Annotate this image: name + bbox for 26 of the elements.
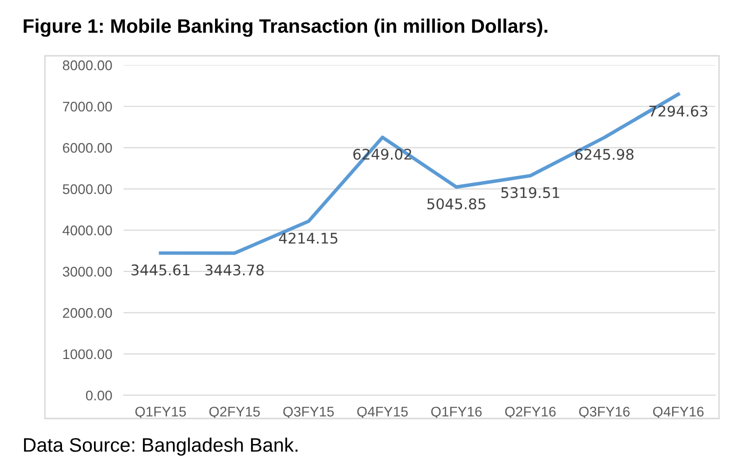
x-tick-label: Q4FY15 [357,406,408,420]
y-tick-label: 6000.00 [62,142,112,153]
source-note: Data Source: Bangladesh Bank. [24,438,298,456]
x-tick-label: Q3FY15 [283,406,334,420]
data-label: 3443.78 [205,264,264,276]
y-tick-label: 3000.00 [62,266,112,277]
data-label: 6245.98 [575,148,634,160]
x-tick-label: Q1FY15 [135,406,186,420]
data-label: 5319.51 [501,187,560,198]
data-label: 5045.85 [427,198,486,210]
x-tick-label: Q1FY16 [431,406,482,420]
x-tick-label: Q3FY16 [579,406,630,420]
data-label: 3445.61 [132,264,190,276]
y-tick-label: 2000.00 [62,308,112,318]
y-tick-label: 7000.00 [62,102,112,112]
x-tick-label: Q2FY16 [505,406,556,420]
x-tick-label: Q4FY16 [653,406,704,420]
y-tick-label: 4000.00 [62,226,112,236]
y-tick-label: 1000.00 [63,349,112,360]
data-label: 4214.15 [279,232,338,244]
y-tick-label: 5000.00 [62,184,112,194]
chart-title: Figure 1: Mobile Banking Transaction (in million Dollars). [24,18,548,37]
y-tick-label: 0.00 [86,390,112,400]
y-tick-label: 8000.00 [62,60,112,70]
data-label: 7294.63 [649,106,708,117]
x-tick-label: Q2FY15 [209,406,260,420]
